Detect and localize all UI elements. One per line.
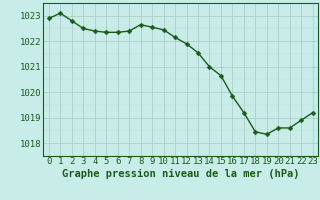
X-axis label: Graphe pression niveau de la mer (hPa): Graphe pression niveau de la mer (hPa) xyxy=(62,169,300,179)
